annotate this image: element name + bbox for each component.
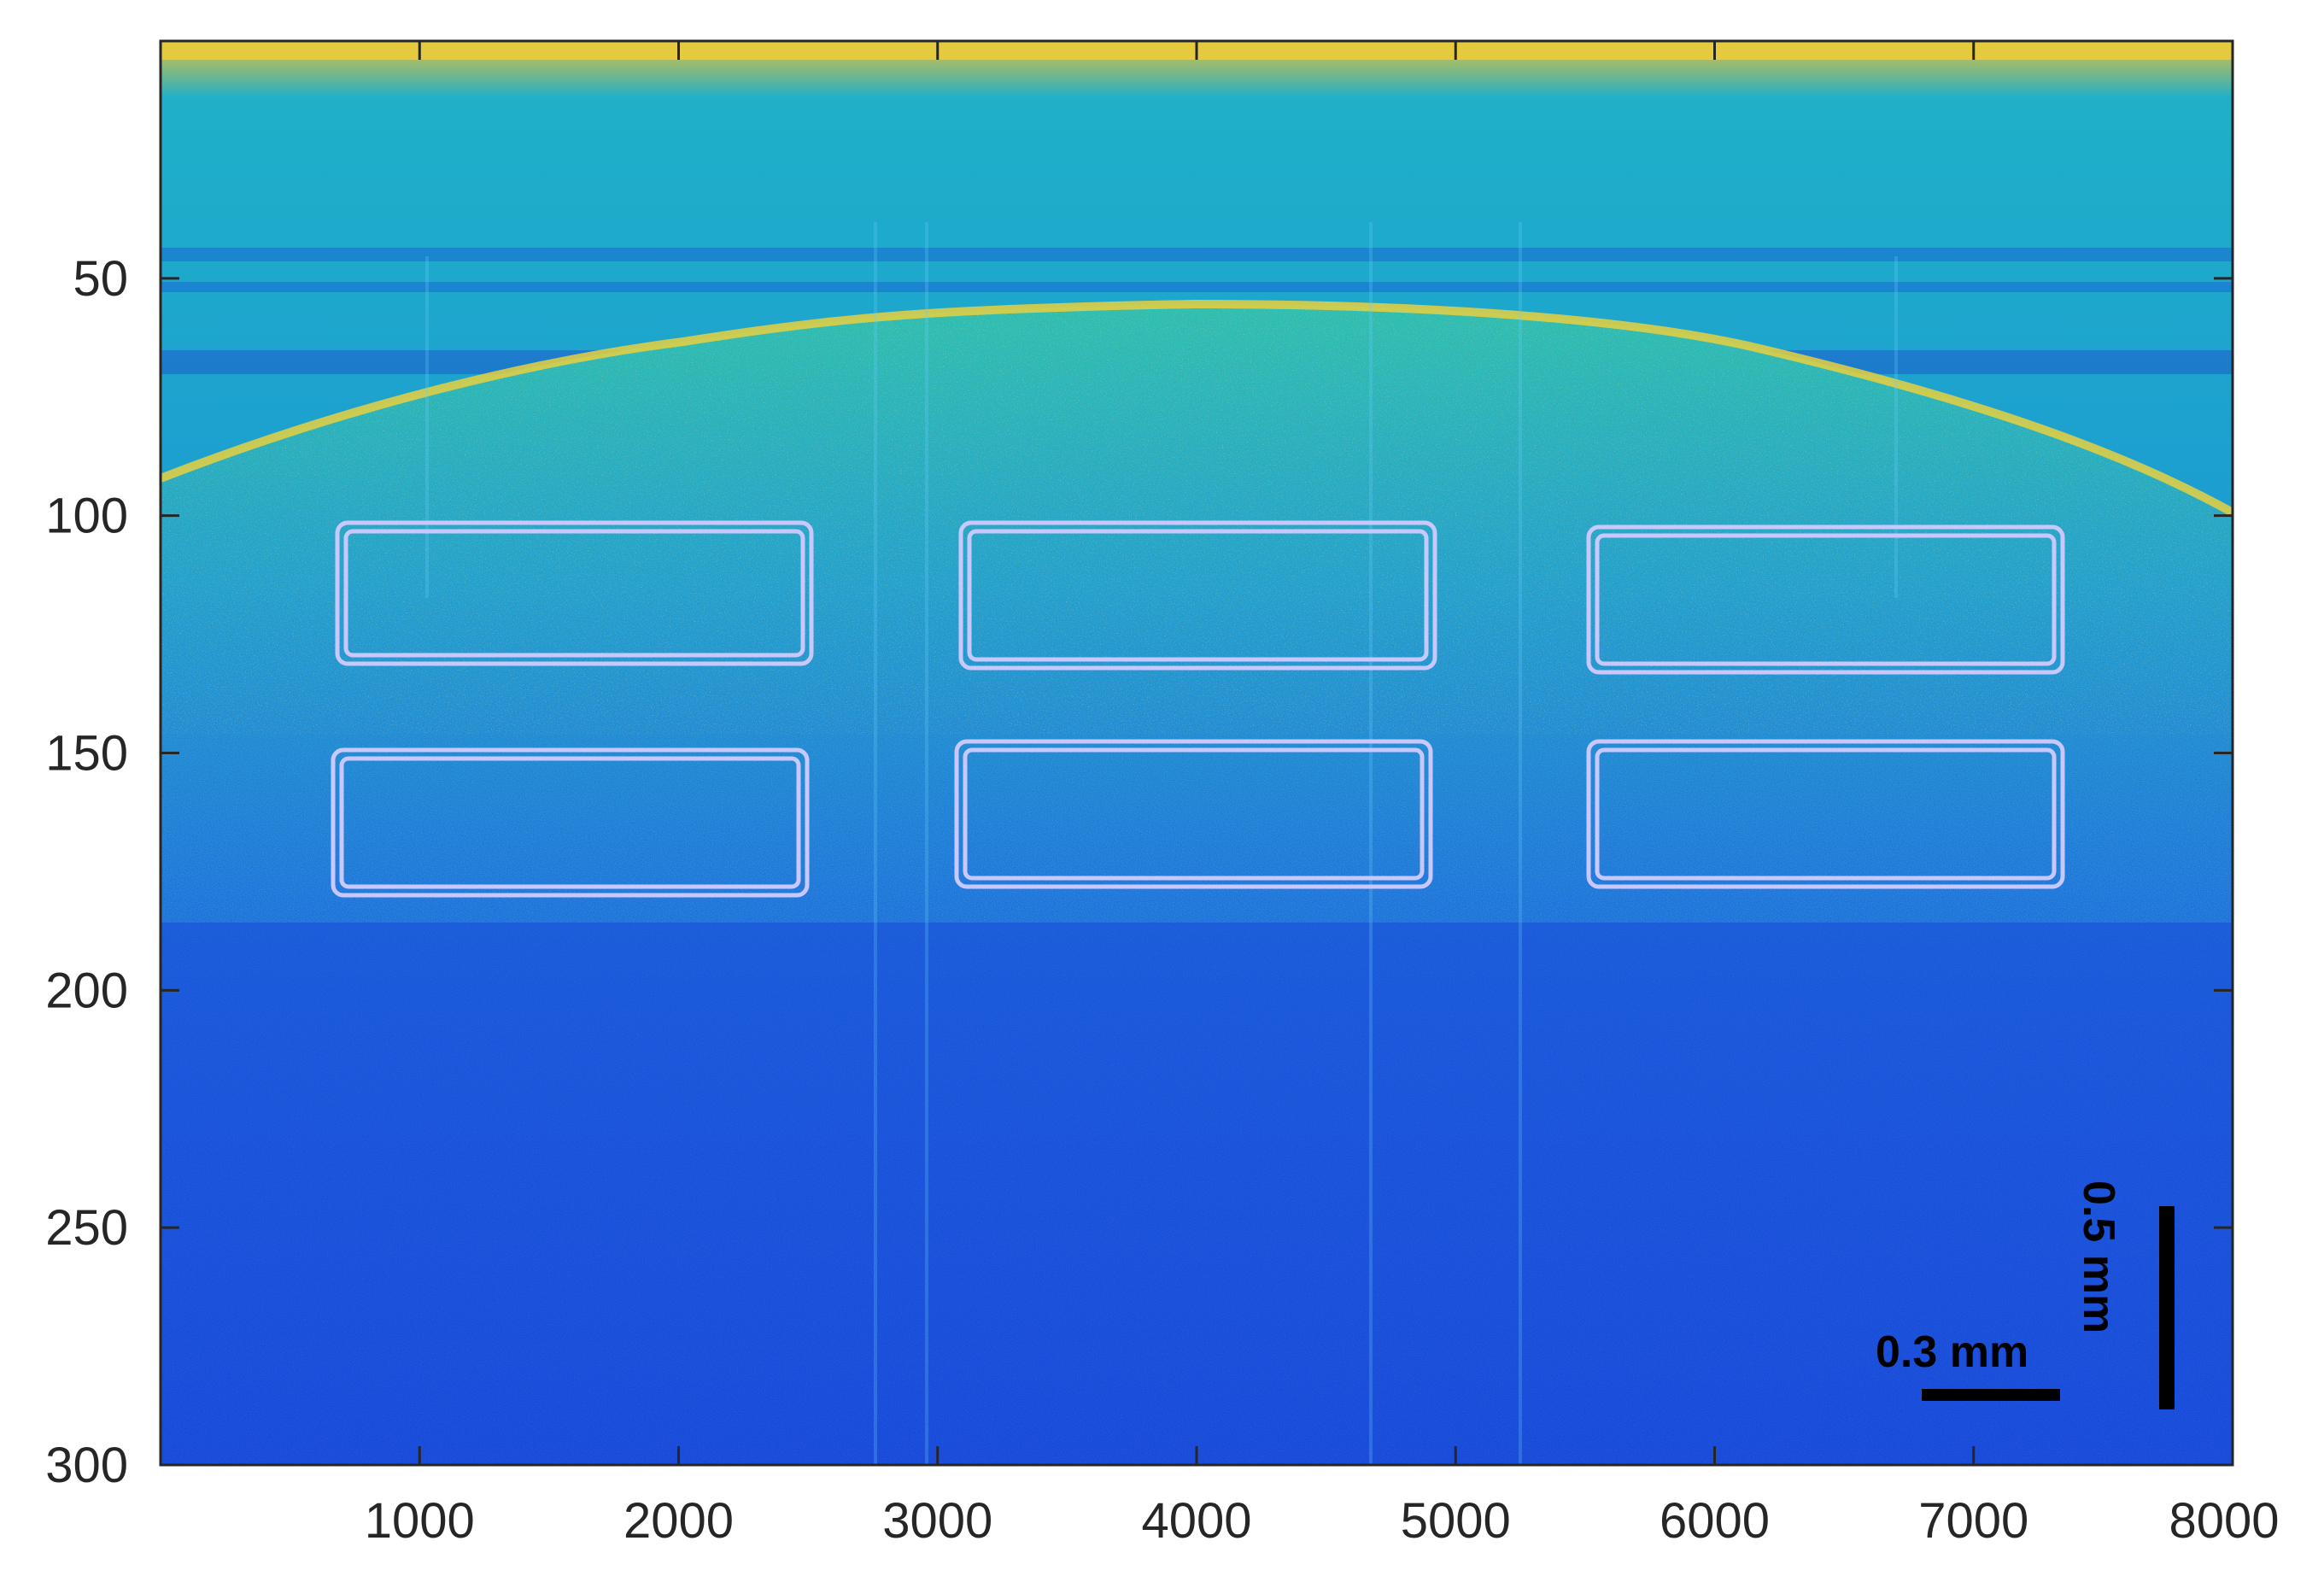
y-tick-label: 150 (45, 726, 128, 782)
roi-box (1586, 739, 2065, 889)
roi-boxes (331, 520, 2065, 898)
y-tick-label: 200 (45, 963, 128, 1018)
tissue-surface-line (161, 299, 2233, 517)
vertical-scale-label: 0.5 mm (2074, 1181, 2123, 1333)
x-tick-label: 3000 (882, 1493, 992, 1549)
horizontal-scale-label: 0.3 mm (1876, 1327, 2028, 1377)
vertical-scale-bar (2159, 1206, 2175, 1409)
bscan-image (161, 41, 2233, 1465)
y-tick-label: 300 (45, 1438, 128, 1493)
roi-box (958, 520, 1437, 671)
x-tick-label: 7000 (1918, 1493, 2028, 1549)
x-axis-ticks: 1000 2000 3000 4000 5000 6000 7000 8000 (365, 41, 2280, 1549)
roi-box (954, 739, 1433, 889)
y-tick-label: 100 (45, 489, 128, 544)
roi-box (335, 520, 814, 666)
x-tick-label: 2000 (623, 1493, 734, 1549)
roi-box (331, 747, 810, 898)
horizontal-scale-bar (1922, 1389, 2060, 1401)
x-tick-label: 8000 (2169, 1493, 2279, 1549)
y-tick-label: 250 (45, 1200, 128, 1256)
x-tick-label: 4000 (1141, 1493, 1251, 1549)
y-tick-label: 50 (73, 251, 128, 307)
scale-bars: 0.3 mm 0.5 mm (1876, 1181, 2175, 1409)
y-axis-ticks: 50 100 150 200 250 300 (45, 251, 2233, 1493)
x-tick-label: 5000 (1401, 1493, 1511, 1549)
vertical-artifacts (425, 222, 1898, 1465)
roi-box (1586, 524, 2065, 675)
x-tick-label: 1000 (365, 1493, 475, 1549)
x-tick-label: 6000 (1660, 1493, 1770, 1549)
